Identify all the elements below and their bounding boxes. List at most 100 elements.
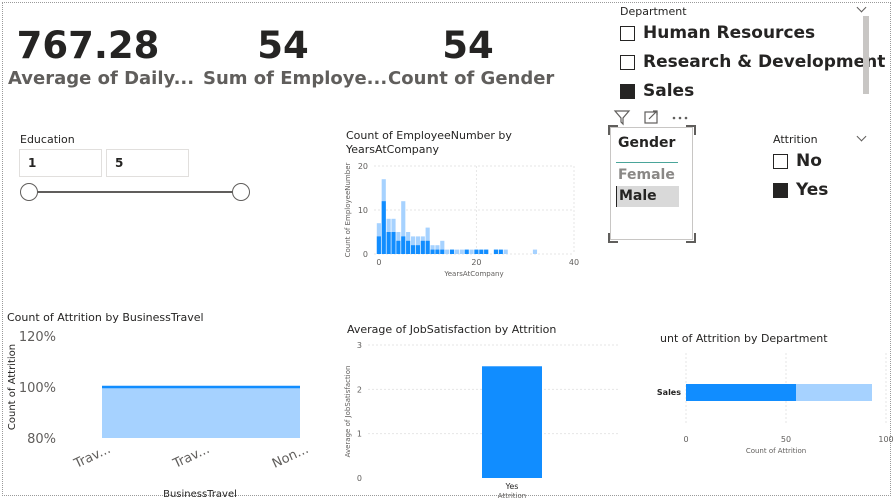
department-item-research-development[interactable]: Research & Development	[620, 52, 885, 72]
visual-header	[613, 110, 688, 126]
checkbox-icon[interactable]	[620, 25, 635, 41]
histogram-bar	[435, 249, 440, 254]
histogram-bar	[376, 236, 381, 254]
gender-slicer-title: Gender	[618, 135, 676, 151]
histogram-bar	[532, 249, 538, 254]
department-item-label: Sales	[643, 81, 695, 101]
histogram-bar	[484, 249, 489, 254]
attrition-item-yes[interactable]: Yes	[773, 180, 828, 200]
education-max-handle[interactable]	[232, 183, 250, 201]
y-tick-label: 10	[358, 206, 368, 215]
chart-title: Average of JobSatisfaction by Attrition	[347, 323, 557, 336]
kpi-value: 54	[442, 24, 494, 67]
chart-title: Count of EmployeeNumber by YearsAtCompan…	[346, 129, 512, 156]
histogram-bar	[454, 249, 459, 254]
histogram-bar	[381, 201, 386, 254]
histogram-bar	[459, 249, 464, 254]
histogram-bar	[498, 249, 503, 254]
y-tick-label: 0	[363, 250, 368, 259]
gender-item-label: Male	[619, 188, 657, 204]
x-tick-label: 100	[878, 435, 893, 444]
histogram-bar	[464, 249, 469, 254]
y-axis-label: Average of JobSatisfaction	[344, 366, 352, 458]
education-min-input[interactable]: 1	[19, 149, 102, 177]
years-at-company-chart[interactable]: 0 10 20 0 20 40 YearsAtCompany Count of Employe…	[340, 158, 590, 282]
kpi-label: Sum of Employe...	[203, 68, 388, 89]
x-tick-label: Non...	[270, 442, 311, 472]
histogram-bar	[420, 240, 425, 254]
histogram-bar	[445, 249, 450, 254]
more-options-icon[interactable]	[672, 116, 688, 120]
x-tick-label: 20	[471, 258, 481, 267]
y-tick-label: Sales	[657, 388, 681, 397]
checkbox-checked-icon[interactable]	[773, 182, 788, 198]
histogram-bar	[415, 245, 420, 254]
x-tick-label: 50	[781, 435, 791, 444]
selection-corners	[608, 125, 696, 243]
y-tick-label: 100%	[19, 381, 56, 396]
histogram-bar	[503, 249, 508, 254]
histogram-bar	[406, 240, 411, 254]
histogram-bar	[430, 249, 435, 254]
area-fill	[102, 387, 300, 438]
histogram-bar	[401, 201, 406, 254]
kpi-value: 767.28	[16, 24, 160, 67]
focus-mode-icon[interactable]	[644, 110, 658, 124]
kpi-value: 54	[257, 24, 309, 67]
gender-item-female[interactable]: Female	[618, 167, 675, 183]
x-axis-label: YearsAtCompany	[443, 270, 503, 278]
department-slicer-title: Department	[620, 5, 687, 18]
checkbox-icon[interactable]	[620, 54, 635, 70]
attrition-item-label: Yes	[796, 180, 829, 200]
y-tick-label: 1	[357, 430, 362, 439]
education-range-track[interactable]	[29, 191, 241, 193]
attrition-by-department-chart[interactable]: 0 50 100 Sales Count of Attrition	[650, 345, 895, 465]
histogram-bar	[401, 236, 406, 254]
department-item-label: Human Resources	[643, 23, 816, 43]
checkbox-checked-icon[interactable]	[620, 83, 635, 99]
attrition-item-no[interactable]: No	[773, 151, 822, 171]
kpi-label: Average of Daily...	[8, 68, 195, 89]
department-item-sales[interactable]: Sales	[620, 81, 694, 101]
filter-icon[interactable]	[613, 110, 631, 126]
histogram-bar	[396, 240, 401, 254]
department-item-human-resources[interactable]: Human Resources	[620, 23, 815, 43]
education-max-input[interactable]: 5	[106, 149, 189, 177]
kpi-card-sum-employee[interactable]: 54 Sum of Employe...	[203, 24, 388, 90]
attrition-slicer-title: Attrition	[773, 133, 818, 146]
x-tick-label: Trav...	[71, 442, 113, 472]
checkbox-icon[interactable]	[773, 153, 788, 169]
histogram-bar	[391, 232, 396, 254]
x-tick-label: 0	[683, 435, 688, 444]
histogram-bar	[440, 240, 445, 254]
gender-slicer[interactable]	[610, 127, 693, 240]
department-bar-segment	[686, 384, 796, 401]
kpi-card-average-daily[interactable]: 767.28 Average of Daily...	[8, 24, 195, 90]
education-min-handle[interactable]	[20, 183, 38, 201]
y-tick-label: 80%	[27, 432, 56, 447]
x-tick-label: Yes	[505, 482, 519, 491]
chart-title: Count of Attrition by BusinessTravel	[7, 311, 204, 324]
gender-title-divider	[616, 162, 678, 163]
y-tick-label: 3	[357, 341, 362, 350]
histogram-bar	[425, 240, 430, 254]
kpi-card-count-gender[interactable]: 54 Count of Gender	[388, 24, 554, 90]
x-tick-label: Trav...	[170, 442, 212, 472]
department-bar-segment	[796, 384, 872, 401]
histogram-bar	[410, 245, 416, 254]
gender-item-male[interactable]: Male	[616, 186, 679, 207]
histogram-bar	[474, 249, 479, 254]
chart-title: unt of Attrition by Department	[660, 332, 828, 345]
education-slicer-title: Education	[20, 133, 75, 146]
y-axis-label: Count of Attrition	[7, 344, 18, 430]
department-slicer-scrollbar[interactable]	[863, 16, 869, 94]
business-travel-chart[interactable]: 80% 100% 120% Trav... Trav... Non... Count of …	[0, 325, 320, 499]
y-tick-label: 2	[357, 385, 362, 394]
histogram-bar	[449, 249, 455, 254]
y-tick-label: 120%	[19, 330, 56, 345]
x-tick-label: 0	[376, 258, 381, 267]
x-axis-label: Attrition	[498, 492, 526, 499]
histogram-bar	[493, 249, 499, 254]
